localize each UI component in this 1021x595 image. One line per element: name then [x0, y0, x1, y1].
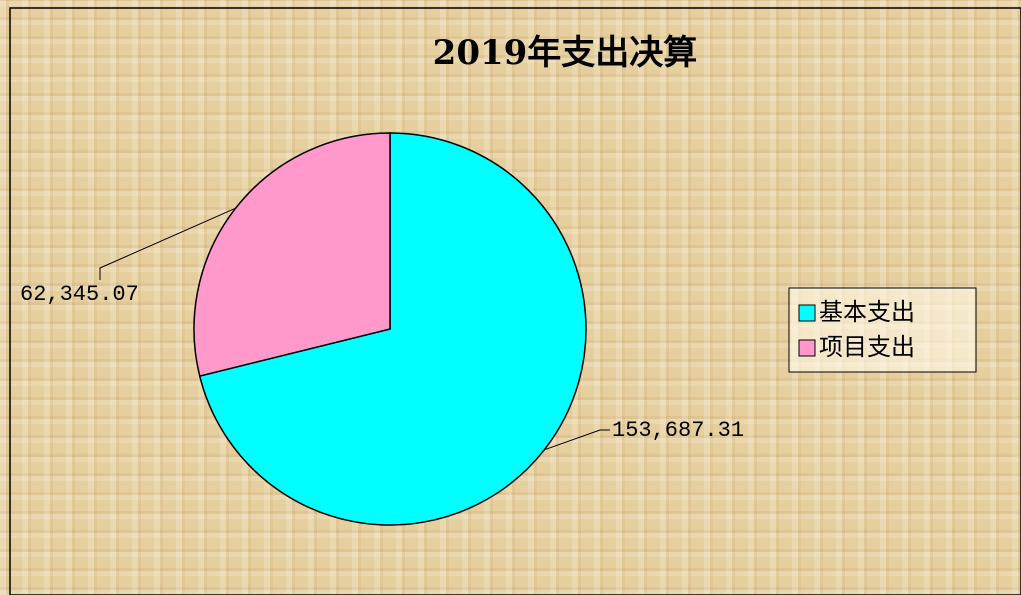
leader-line [544, 429, 610, 451]
leader-line [99, 207, 236, 280]
legend-swatch [798, 339, 816, 357]
legend-swatch [798, 304, 816, 322]
data-label: 62,345.07 [20, 282, 139, 307]
data-label: 153,687.31 [612, 418, 744, 443]
pie-slice [193, 132, 391, 377]
legend-label: 项目支出 [819, 333, 915, 361]
plot-border [9, 7, 1021, 595]
legend-label: 基本支出 [819, 298, 915, 326]
chart-title: 2019年支出决算 [433, 33, 698, 73]
legend-box [788, 287, 977, 373]
